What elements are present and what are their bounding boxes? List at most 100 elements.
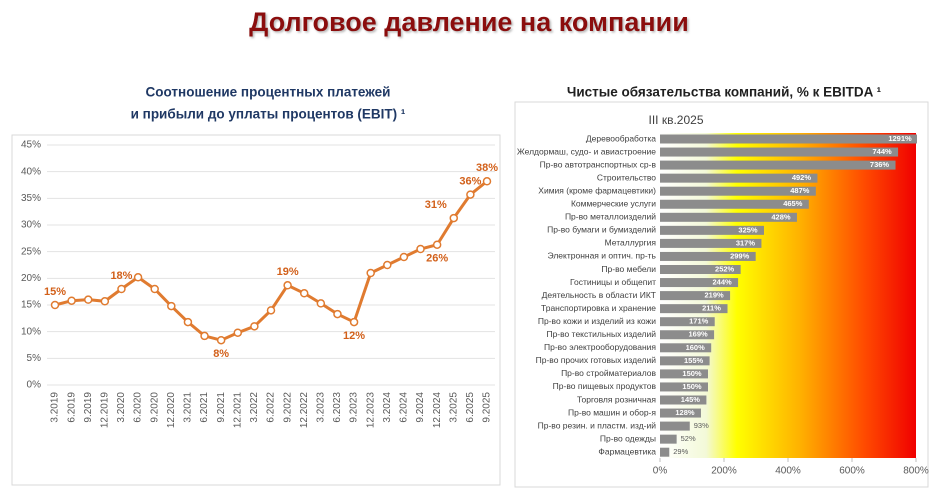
data-label: 211% (702, 304, 721, 313)
y-tick-label: 35% (21, 193, 41, 204)
line-marker (150, 284, 159, 294)
data-label: 31% (425, 199, 447, 211)
data-label: 93% (694, 421, 709, 430)
category-label: Деятельность в области ИКТ (542, 290, 656, 300)
right-chart: Чистые обязательства компаний, % к EBITD… (517, 85, 929, 477)
data-label: 317% (736, 238, 756, 247)
line-marker (67, 296, 76, 305)
data-label: 171% (689, 317, 709, 326)
line-marker (117, 284, 126, 294)
x-tick-label: 9.2019 (83, 392, 94, 423)
bar (660, 238, 762, 248)
x-tick-label: 12.2020 (166, 392, 177, 429)
bar (660, 304, 728, 314)
category-label: Коммерческие услуги (571, 199, 656, 209)
data-label: 18% (110, 270, 132, 282)
x-tick-label: 9.2024 (415, 392, 426, 423)
data-label: 155% (684, 356, 704, 365)
line-marker (466, 190, 475, 199)
y-tick-label: 20% (21, 273, 41, 284)
bar (660, 291, 731, 301)
y-tick-label: 25% (21, 246, 41, 257)
category-label: Пр-во резин. и пластм. изд-ий (538, 420, 657, 430)
category-label: Пр-во прочих готовых изделий (536, 355, 657, 365)
line-marker (283, 281, 292, 290)
line-marker (449, 213, 459, 223)
page-title: Долговое давление на компании (249, 7, 689, 37)
y-tick-label: 5% (27, 353, 42, 364)
bar (660, 265, 741, 274)
bar (660, 212, 797, 222)
data-label: 325% (738, 225, 758, 234)
data-label: 160% (686, 343, 706, 352)
line-marker (200, 331, 209, 341)
bar (660, 330, 715, 340)
category-label: Пр-во бумаги и бумизделий (547, 225, 656, 235)
line-marker (233, 328, 243, 337)
x-tick-label: 12.2024 (432, 392, 443, 429)
bar (660, 317, 715, 327)
bar (660, 278, 739, 288)
line-marker (333, 309, 342, 319)
line-marker (133, 273, 143, 282)
bar (660, 225, 764, 235)
category-label: Желдормаш, судо- и авиастроение (517, 146, 656, 156)
x-tick-label: 200% (711, 466, 737, 477)
line-marker (316, 299, 326, 308)
x-tick-label: 6.2021 (199, 392, 210, 423)
x-tick-label: 3.2022 (249, 392, 260, 423)
x-tick-label: 3.2019 (50, 392, 61, 423)
data-label: 299% (730, 251, 750, 260)
data-label: 465% (783, 199, 803, 208)
x-tick-label: 3.2020 (116, 392, 127, 423)
category-label: Фармацевтика (598, 446, 656, 456)
bar (660, 173, 818, 183)
category-label: Пр-во мебели (601, 264, 656, 274)
bar (660, 395, 707, 405)
x-tick-label: 9.2021 (216, 392, 227, 423)
bar (660, 408, 701, 418)
x-tick-label: 800% (903, 466, 929, 477)
data-label: 150% (682, 382, 702, 391)
x-tick-label: 3.2025 (448, 392, 459, 423)
category-label: Пр-во автотранспортных ср-в (540, 159, 657, 169)
x-tick-label: 6.2023 (332, 392, 343, 423)
x-tick-label: 6.2025 (465, 392, 476, 423)
category-label: Химия (кроме фармацевтики) (538, 185, 656, 195)
bar (660, 382, 708, 392)
chart-title: Соотношение процентных платежей (146, 85, 391, 100)
data-label: 145% (681, 395, 701, 404)
category-label: Пр-во металлоизделий (565, 212, 656, 222)
y-tick-label: 30% (21, 220, 41, 231)
category-label: Транспортировка и хранение (541, 303, 656, 313)
line-marker (266, 306, 276, 315)
bar (660, 160, 896, 170)
x-tick-label: 9.2022 (282, 392, 293, 423)
line-marker (299, 289, 309, 298)
data-label: 736% (870, 160, 890, 169)
x-tick-label: 12.2022 (299, 392, 310, 429)
line-marker (366, 268, 375, 278)
data-label: 150% (682, 369, 702, 378)
data-label: 219% (704, 291, 724, 300)
category-label: Пр-во стройматериалов (561, 368, 656, 378)
x-tick-label: 400% (775, 466, 801, 477)
data-label: 29% (673, 447, 688, 456)
bar (660, 147, 899, 157)
line-marker (250, 322, 259, 331)
bar (660, 251, 756, 261)
x-tick-label: 9.2023 (349, 392, 360, 423)
y-tick-label: 40% (21, 166, 41, 177)
category-label: Строительство (597, 172, 656, 182)
line-marker (482, 177, 492, 186)
line-marker (50, 300, 60, 310)
data-label: 128% (675, 408, 695, 417)
category-label: Электронная и оптич. пр-ть (548, 251, 657, 261)
bar (660, 186, 816, 196)
data-label: 487% (790, 186, 810, 195)
data-label: 244% (712, 278, 732, 287)
x-tick-label: 12.2021 (232, 392, 243, 429)
data-label: 492% (792, 173, 812, 182)
line-marker (416, 244, 425, 254)
